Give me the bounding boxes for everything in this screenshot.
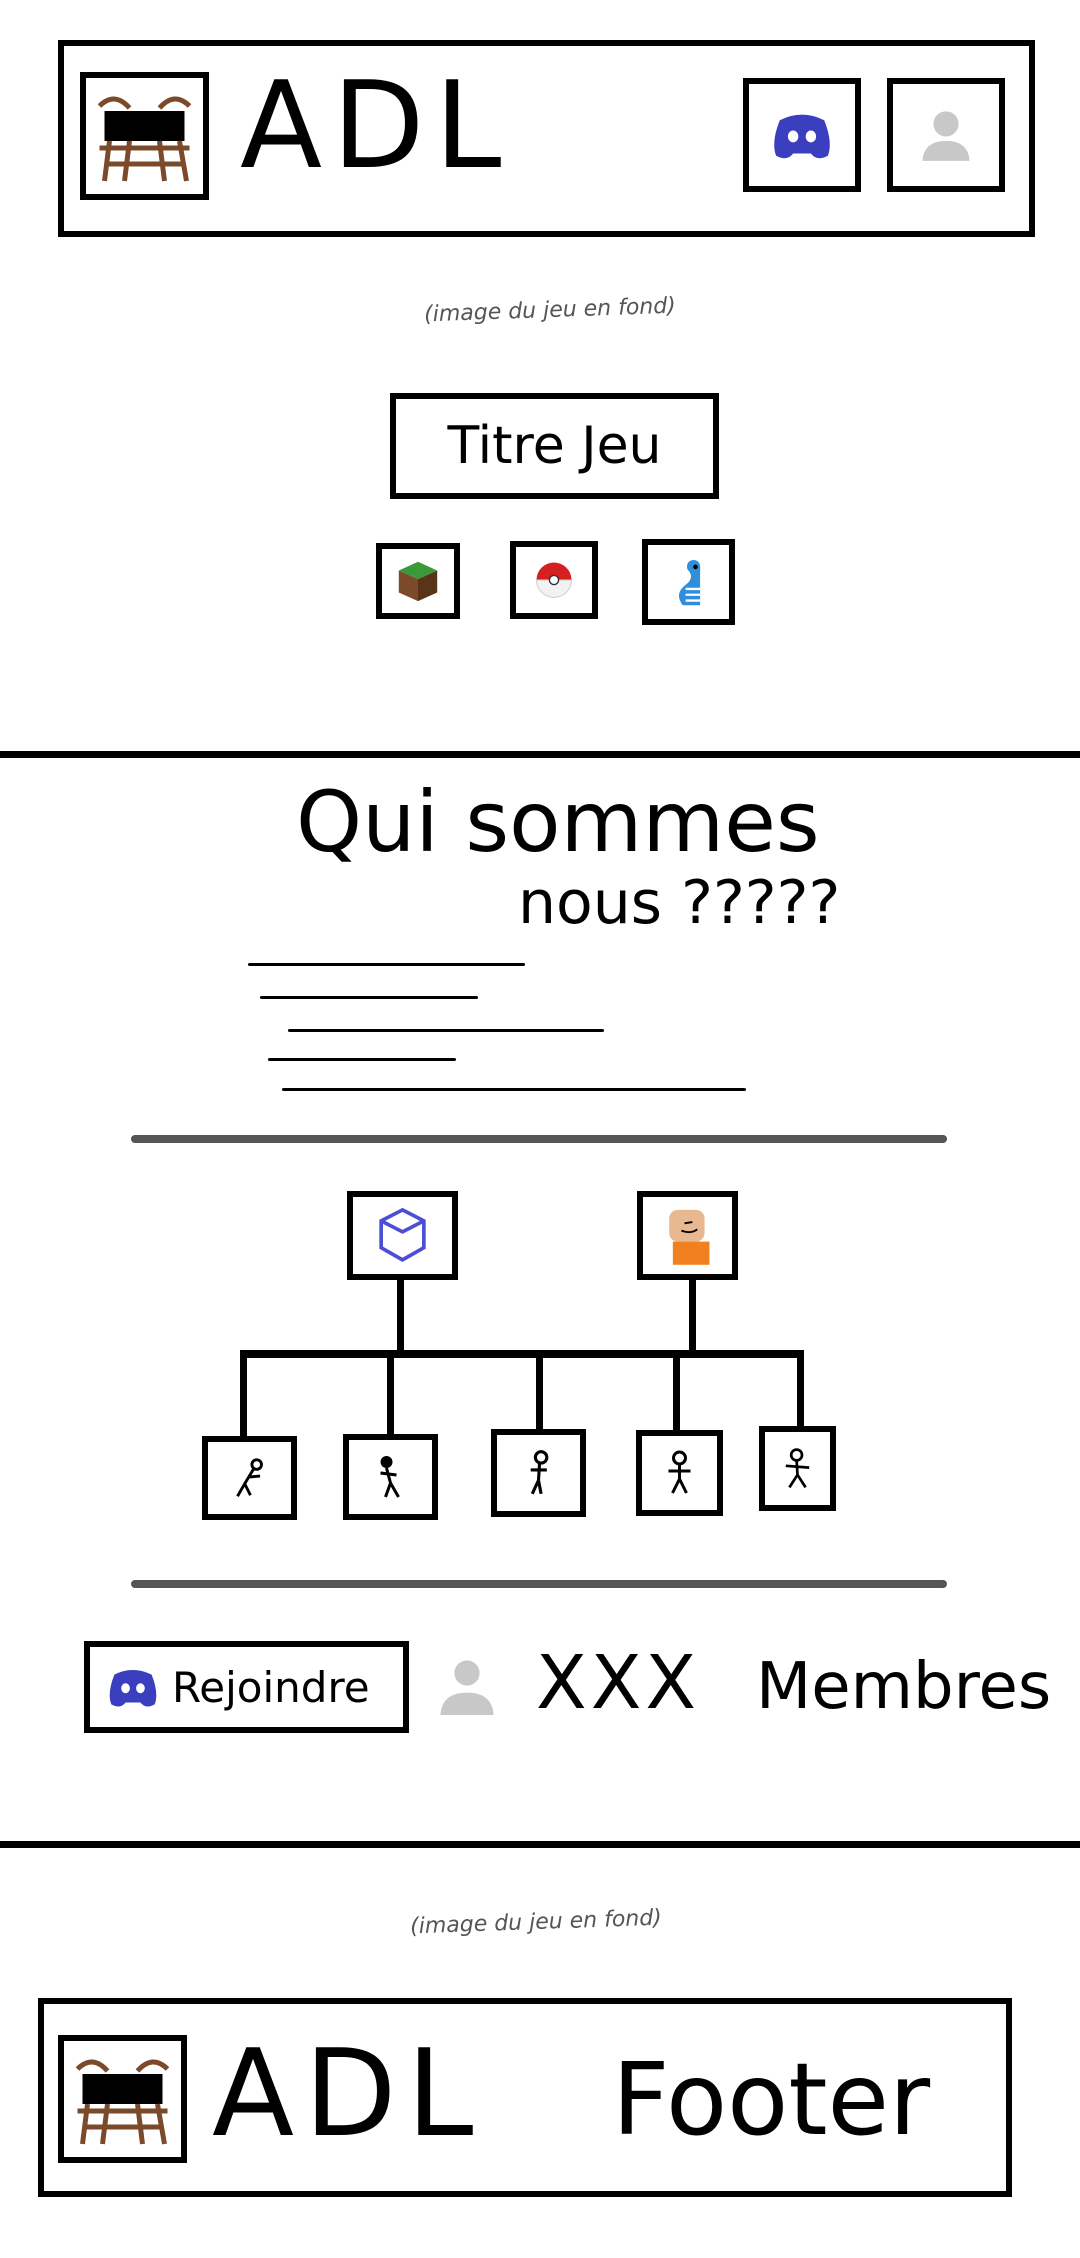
tree-connector bbox=[797, 1350, 804, 1430]
user-icon bbox=[922, 111, 970, 161]
join-label: Rejoindre bbox=[172, 1662, 370, 1712]
discord-icon bbox=[109, 1669, 157, 1707]
game-title: Titre Jeu bbox=[447, 416, 662, 476]
hero-background-note: (image du jeu en fond) bbox=[423, 293, 677, 328]
user-profile-button[interactable] bbox=[887, 78, 1005, 192]
org-separator bbox=[131, 1580, 947, 1588]
member-card[interactable] bbox=[202, 1436, 297, 1520]
members-icon bbox=[432, 1648, 502, 1726]
section-divider bbox=[0, 1841, 1080, 1848]
game-title-box[interactable]: Titre Jeu bbox=[390, 393, 719, 499]
game-pokemon-button[interactable] bbox=[510, 541, 598, 619]
tree-connector bbox=[673, 1355, 680, 1437]
footer-title[interactable]: ADL bbox=[212, 2025, 484, 2164]
about-text-line bbox=[282, 1088, 746, 1091]
footer-logo-icon[interactable] bbox=[58, 2035, 187, 2163]
tree-connector bbox=[689, 1278, 696, 1358]
leader-card-avatar[interactable] bbox=[637, 1191, 738, 1280]
about-text-line bbox=[248, 963, 525, 966]
members-label: Membres bbox=[756, 1650, 1052, 1724]
about-text-line bbox=[268, 1058, 456, 1061]
site-title[interactable]: ADL bbox=[240, 57, 512, 196]
about-heading-line1: Qui sommes bbox=[296, 773, 820, 871]
game-minecraft-button[interactable] bbox=[376, 543, 460, 619]
member-card[interactable] bbox=[636, 1430, 723, 1516]
tree-connector bbox=[397, 1278, 404, 1358]
footer-background-note: (image du jeu en fond) bbox=[409, 1905, 663, 1940]
tree-connector bbox=[240, 1350, 247, 1440]
stick-figure-icon bbox=[668, 1450, 691, 1494]
about-text-line bbox=[288, 1029, 604, 1032]
tree-connector bbox=[387, 1355, 394, 1440]
join-discord-button[interactable]: Rejoindre bbox=[84, 1641, 409, 1733]
stick-figure-icon bbox=[236, 1458, 263, 1497]
footer-bar bbox=[38, 1998, 1012, 2197]
adl-logo-icon[interactable] bbox=[80, 72, 209, 200]
leader-card-cube[interactable] bbox=[347, 1191, 458, 1280]
discord-button[interactable] bbox=[743, 78, 861, 192]
header-bar bbox=[58, 40, 1035, 237]
section-divider bbox=[0, 751, 1080, 758]
footer-label: Footer bbox=[612, 2041, 931, 2158]
member-card[interactable] bbox=[491, 1429, 586, 1517]
minecraft-icon bbox=[398, 561, 438, 602]
discord-icon bbox=[774, 114, 830, 159]
member-card[interactable] bbox=[759, 1426, 836, 1511]
game-worm-button[interactable] bbox=[642, 539, 735, 625]
stick-figure-icon bbox=[530, 1450, 549, 1495]
about-heading-line2: nous ????? bbox=[518, 868, 841, 938]
tree-connector bbox=[240, 1350, 804, 1358]
about-separator bbox=[131, 1135, 947, 1143]
stick-figure-icon bbox=[380, 1456, 400, 1498]
worm-icon bbox=[678, 559, 701, 606]
pokeball-icon bbox=[536, 562, 572, 598]
member-card[interactable] bbox=[343, 1434, 438, 1520]
leader-avatar-icon bbox=[669, 1209, 710, 1265]
cube-icon bbox=[379, 1207, 426, 1263]
stick-figure-icon bbox=[785, 1448, 810, 1489]
tree-connector bbox=[536, 1355, 543, 1437]
members-count: XXX bbox=[536, 1640, 701, 1726]
about-text-line bbox=[260, 996, 478, 999]
